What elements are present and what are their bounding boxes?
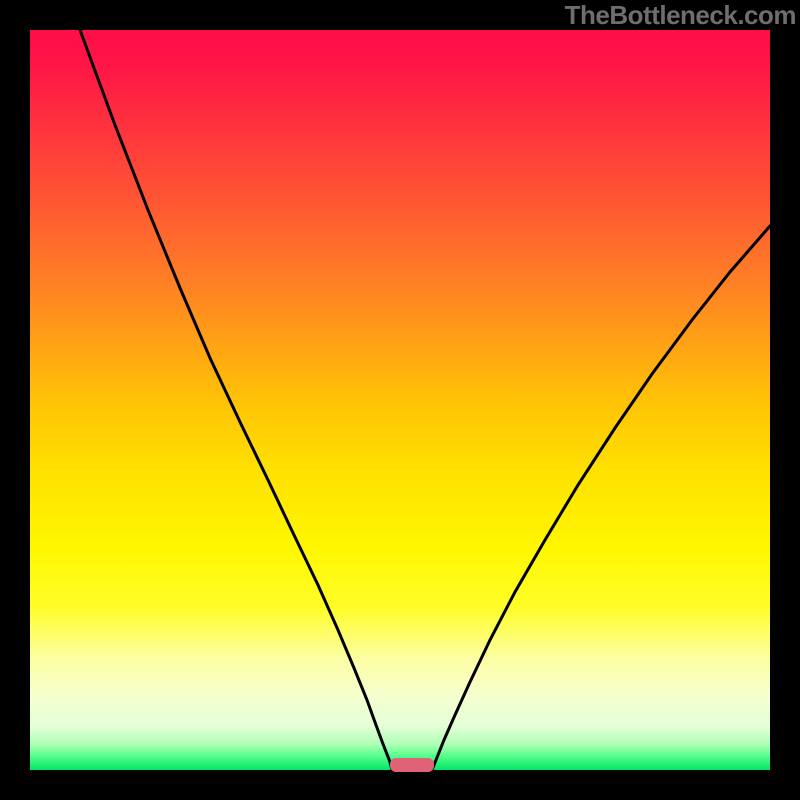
- watermark-label: TheBottleneck.com: [565, 0, 796, 31]
- bottleneck-marker: [390, 758, 434, 772]
- curves-layer: [0, 0, 800, 800]
- chart-container: TheBottleneck.com: [0, 0, 800, 800]
- left-curve: [80, 30, 392, 770]
- right-curve: [432, 226, 770, 770]
